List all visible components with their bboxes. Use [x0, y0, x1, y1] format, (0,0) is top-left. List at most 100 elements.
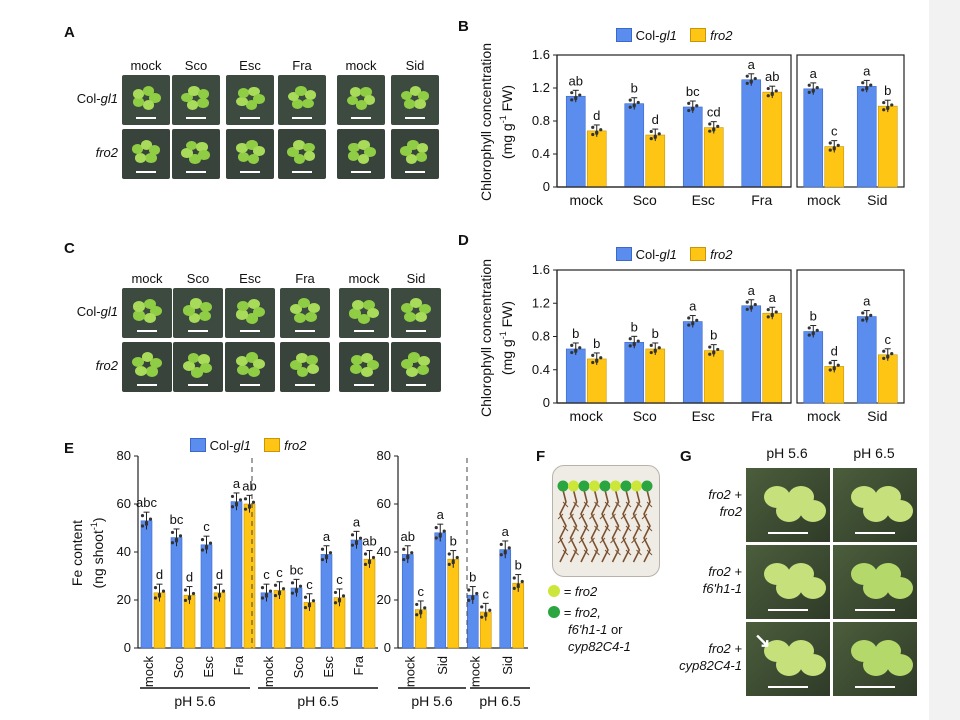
data-point: [745, 307, 749, 311]
x-tick-label: mock: [261, 656, 276, 688]
leaf: [349, 87, 362, 98]
bar: [877, 354, 898, 404]
significance-letter: b: [884, 83, 891, 98]
data-point: [503, 551, 507, 555]
bar: [645, 348, 666, 404]
data-point: [886, 355, 890, 359]
root-hair: [615, 549, 621, 556]
leaf: [135, 365, 148, 376]
legend-label-fro2: fro2: [710, 28, 733, 43]
root-hair: [589, 537, 595, 544]
data-point: [516, 585, 520, 589]
significance-letter: b: [710, 328, 717, 343]
plant-photo: [278, 129, 326, 179]
x-tick-label: Sco: [633, 192, 657, 208]
data-point: [471, 597, 475, 601]
data-point: [574, 349, 578, 353]
leaf: [358, 140, 370, 150]
leaf: [141, 352, 154, 363]
column-label: mock: [130, 58, 162, 73]
scale-bar: [406, 384, 426, 386]
significance-letter: bc: [686, 84, 700, 99]
y-tick-label: 1.2: [532, 80, 550, 95]
plant-photo: [833, 545, 917, 619]
data-point: [140, 514, 145, 518]
leaf: [236, 143, 248, 154]
data-point: [438, 534, 442, 538]
scale-bar: [351, 117, 371, 119]
data-point: [869, 313, 873, 317]
bar: [856, 316, 877, 404]
data-point: [273, 583, 278, 587]
data-point: [423, 606, 427, 610]
leaf: [363, 95, 376, 105]
data-point: [828, 141, 832, 145]
data-point: [367, 561, 372, 565]
data-point: [599, 356, 603, 360]
plant-photo: [226, 129, 274, 179]
leaf: [404, 311, 417, 323]
green-plant-icon: [620, 480, 632, 492]
leaf: [360, 367, 373, 378]
data-point: [204, 546, 209, 550]
data-point: [836, 143, 840, 147]
data-point: [653, 135, 657, 140]
legend-swatch-col: [616, 28, 632, 42]
panel-letter-b: B: [458, 18, 469, 35]
significance-letter: ab: [569, 73, 583, 88]
data-point: [174, 539, 179, 543]
data-point: [157, 594, 162, 598]
scale-bar: [768, 532, 808, 534]
root-hair: [604, 549, 611, 556]
y-tick-label: 1.2: [532, 295, 550, 310]
column-label: Esc: [239, 58, 261, 73]
leaf: [418, 356, 431, 367]
roots-diagram: [557, 480, 653, 563]
root-hair: [641, 513, 648, 520]
bar: [363, 558, 376, 649]
root-hair: [625, 501, 632, 508]
legend-b: Col-gl1 fro2: [616, 28, 732, 43]
data-point: [691, 107, 695, 111]
x-tick-label: Esc: [321, 656, 336, 678]
panel-letter-a: A: [64, 24, 75, 41]
row-label: Col-gl1: [76, 91, 118, 106]
bar: [350, 539, 363, 649]
column-label: Fra: [292, 58, 312, 73]
x-tick-label: mock: [807, 408, 841, 424]
plant-photo: [337, 129, 385, 179]
data-point: [807, 83, 811, 87]
leaf: [400, 359, 413, 370]
root-hair: [562, 525, 569, 532]
data-point: [774, 89, 778, 93]
panel-letter-c: C: [64, 240, 75, 257]
bar: [140, 520, 153, 649]
root-hair: [583, 525, 590, 532]
root-hair: [594, 525, 600, 532]
data-point: [712, 128, 716, 132]
leaf: [133, 97, 145, 108]
significance-letter: a: [233, 476, 241, 491]
data-point: [595, 359, 599, 363]
leaf: [150, 305, 163, 317]
data-point: [328, 551, 333, 555]
scale-bar: [136, 171, 156, 173]
scale-bar: [188, 330, 208, 332]
data-point: [687, 101, 691, 106]
leaf: [187, 353, 200, 364]
x-tick-label: Sid: [500, 656, 515, 675]
leaf: [887, 654, 913, 676]
x-tick-label: mock: [570, 408, 604, 424]
column-label: pH 6.5: [853, 445, 895, 461]
data-point: [708, 352, 712, 356]
root: [611, 489, 620, 563]
data-point: [687, 323, 691, 327]
significance-letter: c: [885, 332, 892, 347]
data-point: [649, 343, 653, 347]
data-point: [570, 343, 574, 347]
scale-bar: [137, 330, 157, 332]
significance-letter: b: [631, 81, 638, 96]
root-hair: [578, 513, 585, 520]
column-label: Sco: [186, 271, 210, 286]
plot-frame: [556, 269, 792, 404]
